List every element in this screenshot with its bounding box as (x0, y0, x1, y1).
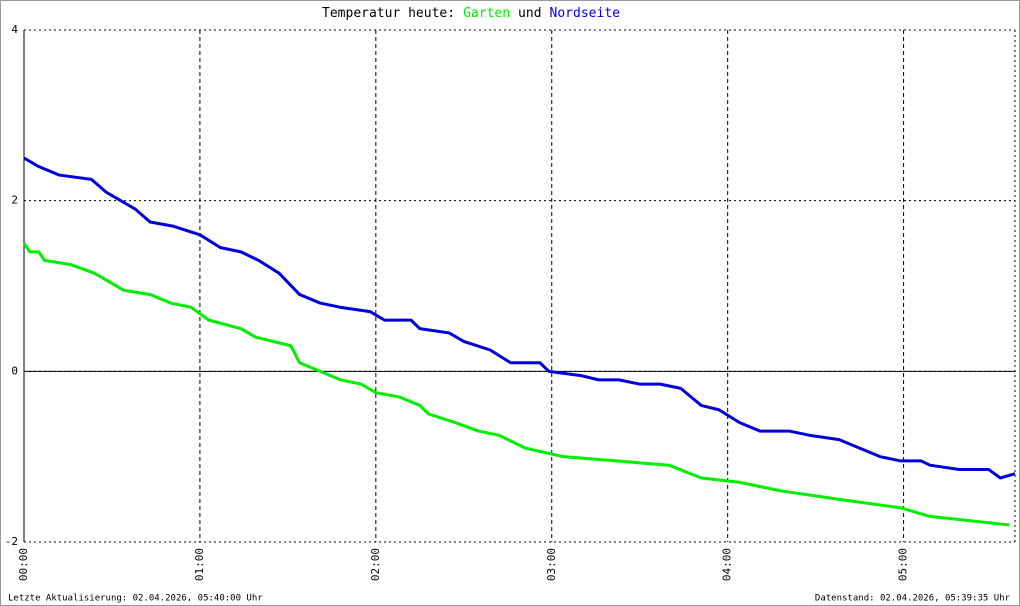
title-text: und (518, 6, 541, 21)
x-tick-label: 02:00 (369, 548, 382, 581)
series-line (22, 242, 1010, 527)
y-tick-label: 0 (11, 364, 18, 377)
series-line (23, 156, 1016, 480)
x-tick-label: 05:00 (897, 548, 910, 581)
y-tick-label: -2 (5, 535, 18, 548)
x-tick-label: 00:00 (17, 548, 30, 581)
x-tick-label: 03:00 (545, 548, 558, 581)
y-tick-label: 2 (11, 194, 18, 207)
title-series: Garten (463, 6, 510, 21)
footer-left: Letzte Aktualisierung: 02.04.2026, 05:40… (8, 594, 263, 604)
x-tick-label: 04:00 (721, 548, 734, 581)
chart-title: Temperatur heute: Garten und Nordseite (322, 6, 620, 21)
x-tick-label: 01:00 (193, 548, 206, 581)
title-series: Nordseite (550, 6, 621, 21)
y-tick-label: 4 (11, 23, 18, 36)
footer-right: Datenstand: 02.04.2026, 05:39:35 Uhr (815, 594, 1011, 604)
title-text: Temperatur heute: (322, 6, 455, 21)
